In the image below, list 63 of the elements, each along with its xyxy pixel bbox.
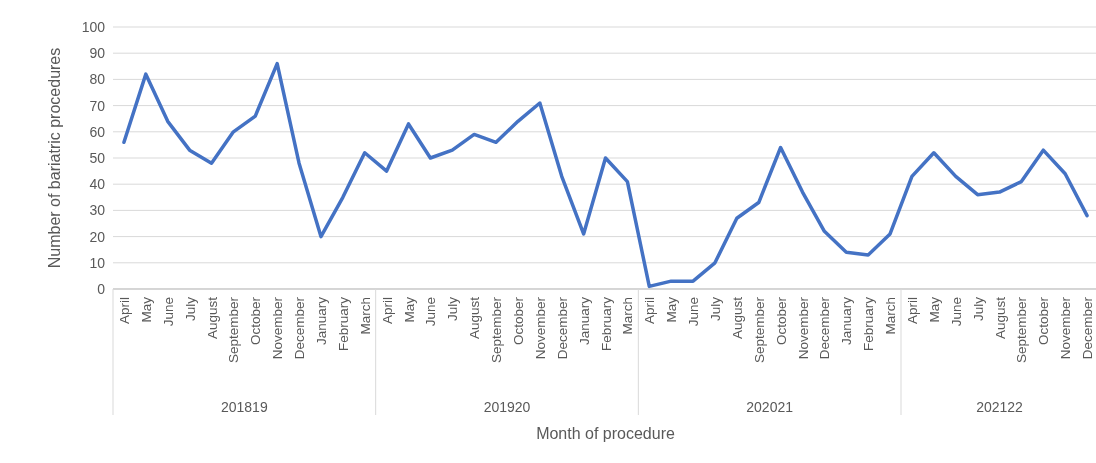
x-tick-label: January	[313, 296, 329, 346]
y-tick-label: 30	[89, 202, 106, 219]
x-tick-label: December	[292, 296, 308, 360]
x-tick-label: June	[686, 297, 702, 327]
y-tick-label: 50	[89, 149, 106, 166]
y-tick-label: 0	[97, 280, 106, 297]
x-tick-label: September	[751, 296, 767, 364]
x-tick-label: May	[401, 296, 417, 323]
x-tick-label: May	[926, 296, 942, 323]
x-tick-label: December	[817, 296, 833, 360]
y-axis-title: Number of bariatric procedures	[46, 47, 63, 269]
x-tick-label: November	[795, 296, 811, 360]
x-tick-label: April	[904, 297, 920, 325]
y-tick-label: 90	[89, 45, 106, 62]
x-tick-label: April	[379, 297, 395, 325]
x-tick-label: March	[357, 297, 373, 335]
x-tick-label: March	[883, 297, 899, 335]
text: 202122	[976, 399, 1024, 415]
x-tick-label: April	[642, 297, 658, 325]
x-tick-label: August	[729, 296, 745, 340]
x-tick-label: September	[226, 296, 242, 364]
x-tick-label: February	[861, 296, 877, 352]
y-tick-label: 60	[89, 123, 106, 140]
line-series	[122, 61, 1089, 289]
x-tick-label: October	[248, 296, 264, 346]
x-tick-label: October	[510, 296, 526, 346]
x-tick-label: July	[707, 296, 723, 322]
y-tick-label: 70	[89, 97, 106, 114]
x-tick-label: October	[773, 296, 789, 346]
text: 202021	[746, 399, 794, 415]
x-tick-label: August	[467, 296, 483, 340]
x-tick-label: August	[204, 296, 220, 340]
y-tick-label: 100	[81, 18, 106, 35]
y-tick-label: 10	[89, 254, 106, 271]
x-tick-label: July	[445, 296, 461, 322]
y-tick-label: 80	[89, 71, 106, 88]
text: 201819	[220, 399, 268, 415]
x-tick-label: June	[423, 297, 439, 327]
x-tick-label: April	[116, 297, 132, 325]
x-tick-label: August	[992, 296, 1008, 340]
x-tick-label: September	[1014, 296, 1030, 364]
x-tick-label: June	[948, 297, 964, 327]
x-tick-label: December	[1080, 296, 1096, 360]
x-tick-label: November	[1058, 296, 1074, 360]
x-tick-label: March	[620, 297, 636, 335]
x-tick-label: May	[664, 296, 680, 323]
x-tick-label: November	[270, 296, 286, 360]
y-tick-label: 20	[89, 228, 106, 245]
y-tick-label: 40	[89, 176, 106, 193]
text: 201920	[483, 399, 531, 415]
x-tick-label: February	[335, 296, 351, 352]
x-tick-label: October	[1036, 296, 1052, 346]
x-axis-title: Month of procedure	[536, 425, 675, 442]
x-tick-label: February	[598, 296, 614, 352]
x-tick-label: July	[182, 296, 198, 322]
x-tick-label: January	[839, 296, 855, 346]
x-tick-label: September	[489, 296, 505, 364]
x-tick-label: November	[532, 296, 548, 360]
x-tick-label: December	[554, 296, 570, 360]
x-tick-label: January	[576, 296, 592, 346]
x-tick-label: May	[138, 296, 154, 323]
x-tick-label: July	[970, 296, 986, 322]
x-tick-label: June	[160, 297, 176, 327]
